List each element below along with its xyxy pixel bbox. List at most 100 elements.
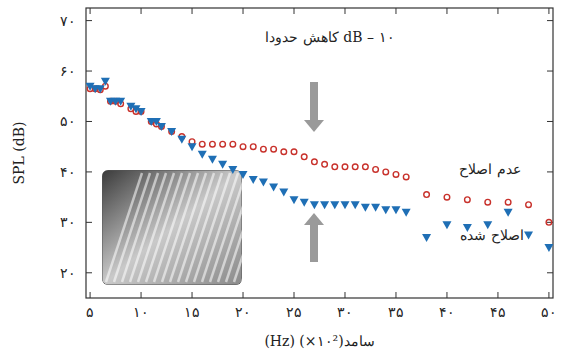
x-tick (90, 292, 91, 298)
x-tick-label: ۲۵ (286, 304, 302, 320)
y-tick-right (547, 20, 553, 21)
x-tick-top (192, 8, 193, 14)
point (424, 192, 430, 198)
arrow (304, 82, 324, 132)
point (96, 85, 105, 93)
y-tick (86, 272, 92, 273)
chart: ۵۱۰۱۵۲۰۲۵۳۰۳۵۴۰۴۵۵۰۲۰۳۰۴۰۵۰۶۰۷۰(Hz) (×۱۰… (0, 0, 569, 356)
point (361, 204, 370, 212)
x-tick (243, 292, 244, 298)
point (279, 189, 288, 197)
y-tick-right (547, 121, 553, 122)
point (228, 166, 237, 174)
arrow-shaft (310, 82, 318, 122)
x-axis-label: (Hz) (×۱۰²)سامد (264, 333, 374, 349)
point (250, 144, 256, 150)
x-tick-label: ۴۵ (490, 304, 506, 320)
point (291, 149, 297, 155)
x-tick-top (446, 8, 447, 14)
y-tick-label: ۷۰ (60, 13, 76, 29)
point (383, 169, 389, 175)
point (402, 209, 411, 217)
point (239, 171, 248, 179)
y-tick-right (547, 71, 553, 72)
point (188, 143, 197, 151)
point (101, 78, 110, 86)
point (230, 141, 236, 147)
x-tick (548, 292, 549, 298)
point (281, 149, 287, 155)
point (240, 144, 246, 150)
point (137, 108, 146, 116)
x-tick-label: ۳۰ (337, 304, 353, 320)
point (312, 159, 318, 165)
x-tick (294, 292, 295, 298)
y-tick-right (547, 171, 553, 172)
point (485, 199, 491, 205)
point (261, 146, 267, 152)
point (351, 201, 360, 209)
marks (86, 78, 553, 252)
inset-photo (102, 170, 242, 285)
x-tick-top (90, 8, 91, 14)
x-tick-label: ۱۵ (184, 304, 200, 320)
point (259, 179, 268, 187)
point (526, 202, 532, 208)
point (393, 172, 399, 178)
point (342, 164, 348, 170)
point (371, 204, 380, 212)
arrow-head (304, 120, 324, 132)
x-tick-label: ۵ (86, 304, 94, 320)
point (373, 167, 379, 173)
point (198, 151, 207, 159)
point (199, 141, 205, 147)
point (116, 98, 125, 106)
point (269, 184, 278, 192)
y-tick-label: ۳۰ (60, 214, 76, 230)
y-tick (86, 222, 92, 223)
y-tick (86, 121, 92, 122)
point (220, 141, 226, 147)
point (465, 197, 471, 203)
x-tick-top (395, 8, 396, 14)
point (218, 161, 227, 169)
y-axis-label: SPL (dB) (11, 122, 27, 185)
inset-frame (102, 170, 242, 285)
x-tick (141, 292, 142, 298)
y-tick-label: ۲۰ (60, 265, 76, 281)
x-tick-top (344, 8, 345, 14)
point (320, 201, 329, 209)
x-tick (344, 292, 345, 298)
point (322, 162, 328, 168)
y-tick (86, 171, 92, 172)
x-tick (192, 292, 193, 298)
inset-stripe (234, 173, 242, 282)
y-tick-label: ۵۰ (60, 113, 76, 129)
point (524, 231, 533, 239)
point (442, 221, 451, 229)
x-tick-label: ۱۰ (133, 304, 149, 320)
y-tick (86, 20, 92, 21)
x-tick-top (497, 8, 498, 14)
x-tick (497, 292, 498, 298)
x-tick-label: ۵۰ (541, 304, 557, 320)
point (210, 141, 216, 147)
point (505, 199, 511, 205)
arrow-shaft (310, 223, 318, 262)
point (381, 206, 390, 214)
point (422, 234, 431, 242)
y-tick-label: ۶۰ (60, 63, 76, 79)
x-tick-top (548, 8, 549, 14)
annotation: کاهش حدودا dB – ۱۰ (265, 29, 394, 46)
x-tick (395, 292, 396, 298)
y-tick-label: ۴۰ (60, 164, 76, 180)
point (504, 209, 513, 217)
point (330, 201, 339, 209)
point (546, 220, 552, 226)
x-tick-label: ۲۰ (235, 304, 251, 320)
point (363, 164, 369, 170)
point (290, 196, 299, 204)
point (340, 201, 349, 209)
arrow (304, 213, 324, 262)
arrow-head (304, 213, 324, 225)
